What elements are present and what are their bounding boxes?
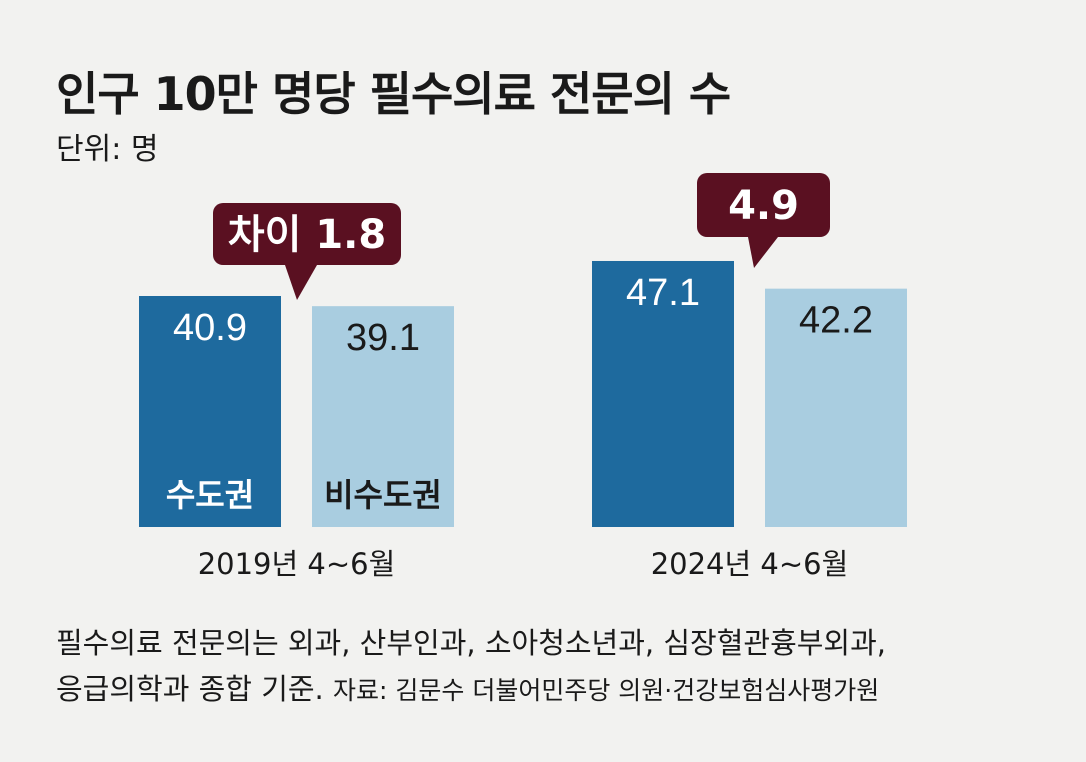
chart-title: 인구 10만 명당 필수의료 전문의 수 <box>56 67 731 121</box>
legend-label-non-capital: 비수도권 <box>324 476 442 514</box>
bar-non-capital-2 <box>765 288 907 527</box>
bar-non-capital-1 <box>312 306 454 527</box>
footnote-line-2: 응급의학과 종합 기준. <box>56 672 324 706</box>
callout-box-2 <box>697 173 830 237</box>
callout-pointer-2 <box>748 237 778 268</box>
value-label: 39.1 <box>346 317 420 359</box>
source-note: 자료: 김문수 더불어민주당 의원·건강보험심사평가원 <box>333 676 880 705</box>
callout-pointer-1 <box>285 265 317 300</box>
unit-label: 단위: 명 <box>56 132 159 167</box>
value-label: 47.1 <box>626 272 700 314</box>
footnote: 필수의료 전문의는 외과, 산부인과, 소아청소년과, 심장혈관흉부외과, 응급… <box>56 620 1056 714</box>
callout-label-1: 차이 1.8 <box>228 212 386 258</box>
footnote-line-1: 필수의료 전문의는 외과, 산부인과, 소아청소년과, 심장혈관흉부외과, <box>56 626 887 660</box>
callout-label-2: 4.9 <box>728 183 799 229</box>
bar-capital-2 <box>592 260 734 527</box>
bar-capital-1 <box>139 296 281 527</box>
value-label: 42.2 <box>799 300 873 342</box>
callout-box-1 <box>213 203 401 265</box>
category-label: 2024년 4~6월 <box>651 547 849 581</box>
category-label: 2019년 4~6월 <box>198 547 396 581</box>
legend-label-capital: 수도권 <box>166 476 254 514</box>
value-label: 40.9 <box>173 307 247 349</box>
